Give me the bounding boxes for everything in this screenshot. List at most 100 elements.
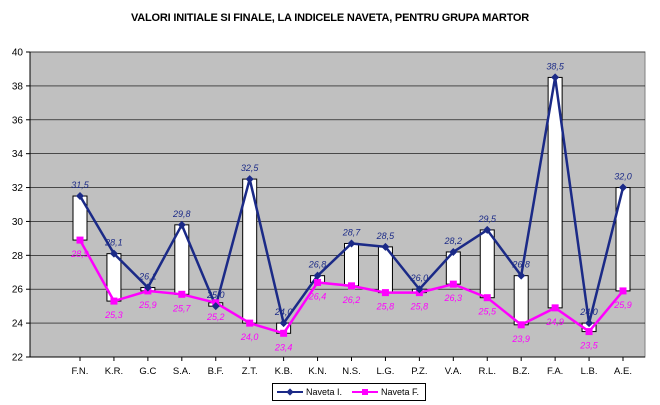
data-label-naveta-i: 26,0 xyxy=(410,273,429,283)
marker-naveta-i xyxy=(483,225,492,234)
y-tick-label: 28 xyxy=(12,251,24,262)
y-tick-label: 24 xyxy=(12,319,24,330)
marker-naveta-f xyxy=(178,290,186,298)
legend-item-naveta-i: Naveta I. xyxy=(277,387,342,397)
x-tick-label: A.E. xyxy=(614,366,632,377)
data-label-naveta-f: 25,9 xyxy=(613,300,632,310)
data-label-naveta-f: 24,9 xyxy=(545,317,564,327)
marker-naveta-i xyxy=(619,183,627,192)
legend-swatch-naveta-i xyxy=(277,387,303,397)
marker-naveta-i xyxy=(279,319,288,328)
legend-swatch-naveta-f xyxy=(352,387,379,397)
data-label-naveta-i: 28,7 xyxy=(342,227,362,237)
data-label-naveta-i: 24,0 xyxy=(579,307,598,317)
marker-naveta-i xyxy=(177,220,186,229)
marker-naveta-i xyxy=(143,283,152,292)
data-label-naveta-f: 23,9 xyxy=(511,334,530,344)
data-label-naveta-f: 23,5 xyxy=(579,341,599,351)
data-label-naveta-i: 26,8 xyxy=(308,260,327,270)
y-tick-label: 32 xyxy=(12,183,24,194)
x-tick-label: K.R. xyxy=(105,366,123,377)
data-label-naveta-f: 25,8 xyxy=(410,302,429,312)
data-label-naveta-i: 32,5 xyxy=(241,163,260,173)
data-label-naveta-i: 24,0 xyxy=(274,307,293,317)
marker-naveta-f xyxy=(280,329,288,337)
data-label-naveta-f: 25,7 xyxy=(172,303,192,313)
data-label-naveta-i: 29,8 xyxy=(172,209,191,219)
y-tick-label: 30 xyxy=(12,217,24,228)
marker-naveta-i xyxy=(517,271,526,280)
chart-legend: Naveta I. Naveta F. xyxy=(272,383,427,401)
y-tick-label: 38 xyxy=(12,81,24,92)
x-tick-label: Z.T. xyxy=(242,366,258,377)
y-tick-label: 34 xyxy=(12,149,24,160)
data-label-naveta-i: 32,0 xyxy=(614,172,632,182)
marker-naveta-i xyxy=(381,242,390,251)
data-label-naveta-f: 25,8 xyxy=(376,302,395,312)
data-label-naveta-i: 26,8 xyxy=(511,260,530,270)
x-tick-label: F.A. xyxy=(547,366,563,377)
marker-naveta-f xyxy=(619,287,627,295)
marker-naveta-i xyxy=(76,192,84,201)
marker-naveta-f xyxy=(551,304,559,312)
data-label-naveta-f: 25,9 xyxy=(138,300,157,310)
x-tick-label: B.Z. xyxy=(512,366,529,377)
data-label-naveta-f: 25,5 xyxy=(477,307,497,317)
data-label-naveta-f: 25,2 xyxy=(206,312,225,322)
range-bar xyxy=(513,275,529,326)
x-tick-label: K.N. xyxy=(308,366,326,377)
chart-title: VALORI INITIALE SI FINALE, LA INDICELE N… xyxy=(130,12,530,24)
y-tick-label: 40 xyxy=(12,48,24,59)
data-label-naveta-i: 38,5 xyxy=(546,61,565,71)
marker-naveta-i xyxy=(211,302,220,311)
marker-naveta-f xyxy=(76,236,84,244)
x-tick-label: N.S. xyxy=(342,366,360,377)
marker-naveta-f xyxy=(483,294,491,302)
data-label-naveta-f: 25,3 xyxy=(104,310,123,320)
plot-area xyxy=(29,51,646,358)
data-label-naveta-f: 23,4 xyxy=(274,342,293,352)
marker-naveta-i xyxy=(313,271,322,280)
x-tick-label: G.C xyxy=(139,366,156,377)
legend-label-naveta-i: Naveta I. xyxy=(306,387,343,397)
data-label-naveta-i: 26,1 xyxy=(138,272,157,282)
marker-naveta-f xyxy=(517,321,525,329)
data-label-naveta-f: 26,3 xyxy=(444,293,463,303)
x-tick-label: B.F. xyxy=(208,366,224,377)
y-tick-label: 26 xyxy=(12,285,24,296)
x-tick-label: S.A. xyxy=(173,366,191,377)
marker-naveta-f xyxy=(110,297,118,305)
data-label-naveta-f: 28,9 xyxy=(70,249,89,259)
marker-naveta-i xyxy=(551,73,560,82)
marker-naveta-f xyxy=(314,278,322,286)
marker-naveta-i xyxy=(347,239,356,248)
data-label-naveta-i: 29,5 xyxy=(477,214,497,224)
x-tick-label: K.B. xyxy=(275,366,293,377)
data-label-naveta-i: 25,0 xyxy=(206,290,225,300)
x-tick-label: R.L. xyxy=(479,366,496,377)
y-tick-label: 36 xyxy=(12,115,24,126)
legend-item-naveta-f: Naveta F. xyxy=(352,387,419,397)
marker-naveta-f xyxy=(348,282,355,290)
marker-naveta-f xyxy=(449,280,457,288)
data-label-naveta-i: 31,5 xyxy=(71,180,90,190)
marker-naveta-i xyxy=(585,319,594,328)
marker-naveta-i xyxy=(415,285,424,294)
marker-naveta-i xyxy=(245,175,254,184)
legend-label-naveta-f: Naveta F. xyxy=(381,387,420,397)
data-label-naveta-f: 26,4 xyxy=(308,291,327,301)
x-tick-label: L.B. xyxy=(581,366,598,377)
data-label-naveta-f: 26,2 xyxy=(342,295,361,305)
y-tick-label: 22 xyxy=(12,353,24,364)
marker-naveta-i xyxy=(449,247,458,256)
range-bar xyxy=(479,229,495,299)
x-tick-label: V.A. xyxy=(445,366,462,377)
marker-naveta-f xyxy=(246,319,254,327)
data-label-naveta-i: 28,5 xyxy=(376,231,396,241)
marker-naveta-i xyxy=(109,249,118,258)
data-label-naveta-f: 24,0 xyxy=(240,332,259,342)
marker-naveta-f xyxy=(585,328,593,336)
marker-naveta-f xyxy=(381,289,389,297)
x-tick-label: F.N. xyxy=(72,366,89,377)
